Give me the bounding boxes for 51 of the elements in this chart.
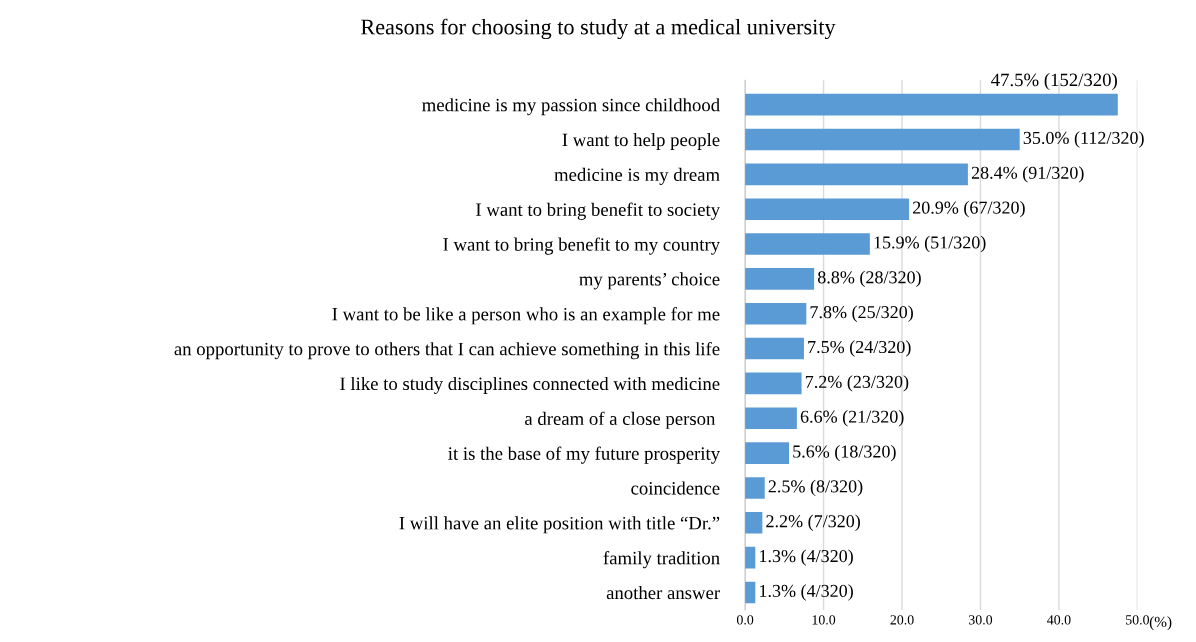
y-tick-label: I want to bring benefit to my country	[443, 237, 721, 255]
y-tick-label: my parents’ choice	[579, 272, 720, 290]
bar	[745, 233, 870, 255]
data-label: 6.6% (21/320)	[800, 410, 904, 427]
data-label: 1.3% (4/320)	[760, 584, 853, 601]
data-label: 7.5% (24/320)	[808, 340, 911, 357]
bar	[745, 442, 790, 464]
y-tick-label: an opportunity to prove to others that I can achieve something in this life	[174, 341, 720, 360]
data-label: 7.2% (23/320)	[805, 375, 909, 392]
x-tick-label: 10.0	[812, 615, 836, 625]
bar	[745, 372, 802, 395]
bar	[745, 93, 1118, 116]
data-label: 7.8% (25/320)	[810, 305, 913, 322]
y-tick-label: I want to bring benefit to society	[476, 202, 721, 220]
bar	[745, 268, 815, 290]
y-tick-label: medicine is my dream	[554, 167, 720, 185]
x-tick-label: 0.0	[736, 615, 754, 625]
bar	[745, 477, 765, 499]
data-label: 2.2% (7/320)	[766, 514, 860, 531]
data-label: 5.6% (18/320)	[793, 444, 896, 462]
chart-title: Reasons for choosing to study at a medical university	[361, 18, 836, 40]
data-label: 8.8% (28/320)	[817, 270, 921, 288]
bar	[745, 163, 968, 186]
data-label: 47.5% (152/320)	[991, 73, 1117, 91]
data-label: 2.5% (8/320)	[768, 479, 863, 497]
bar	[745, 511, 763, 534]
y-tick-label: a dream of a close person	[525, 411, 716, 429]
bar	[745, 337, 804, 360]
y-tick-label: family tradition	[603, 551, 720, 569]
bar	[745, 407, 797, 430]
x-tick-label: 30.0	[968, 615, 993, 625]
x-tick-label: 20.0	[890, 615, 914, 625]
data-label: 28.4% (91/320)	[971, 166, 1084, 183]
data-label: 35.0% (112/320)	[1023, 131, 1144, 148]
y-tick-label: I want to be like a person who is an example for me	[332, 307, 720, 325]
data-label: 15.9% (51/320)	[874, 235, 986, 253]
data-label: 20.9% (67/320)	[913, 200, 1025, 218]
y-tick-label: another answer	[606, 585, 720, 600]
data-label: 1.3% (4/320)	[760, 549, 853, 566]
bar	[745, 302, 807, 325]
y-tick-label: it is the base of my future prosperity	[448, 446, 721, 464]
bar	[745, 128, 1020, 151]
y-tick-label: medicine is my passion since childhood	[422, 98, 720, 116]
bar	[745, 198, 910, 220]
y-tick-label: I will have an elite position with title “Dr.”	[399, 516, 720, 534]
x-tick-label: 50.0	[1126, 615, 1150, 625]
y-tick-label: I want to help people	[562, 132, 720, 150]
x-tick-label: 40.0	[1047, 615, 1071, 625]
x-axis-title: (%)	[1149, 616, 1172, 631]
y-tick-label: I like to study disciplines connected with medicine	[340, 376, 720, 394]
y-tick-label: coincidence	[631, 481, 720, 495]
